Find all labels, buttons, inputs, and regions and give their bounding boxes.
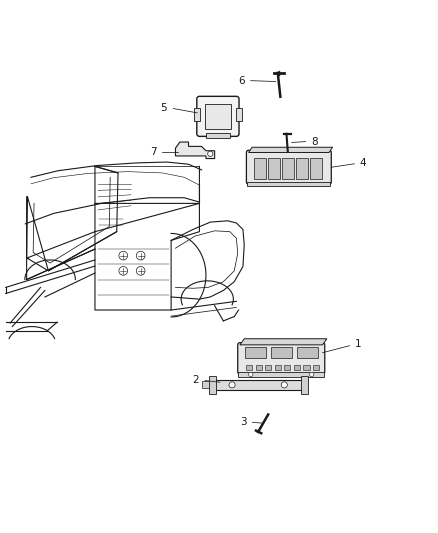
Text: 7: 7 [150, 148, 156, 157]
Circle shape [229, 382, 235, 388]
Bar [236, 108, 242, 120]
Text: 2: 2 [192, 375, 199, 385]
Circle shape [208, 151, 213, 156]
Bar [206, 133, 230, 138]
Polygon shape [176, 142, 215, 158]
Bar [246, 365, 252, 370]
Bar [296, 158, 308, 179]
Polygon shape [202, 382, 208, 389]
Bar [297, 348, 318, 358]
Circle shape [281, 382, 287, 388]
Bar [238, 372, 324, 377]
Circle shape [249, 372, 253, 377]
Bar [208, 376, 215, 393]
Text: 6: 6 [238, 76, 245, 86]
Bar [254, 158, 266, 179]
Polygon shape [240, 339, 327, 345]
Bar [275, 365, 281, 370]
Bar [194, 108, 200, 120]
Text: 4: 4 [360, 158, 366, 168]
Bar [294, 365, 300, 370]
Polygon shape [249, 147, 332, 152]
Bar [245, 348, 266, 358]
FancyBboxPatch shape [238, 343, 325, 374]
FancyBboxPatch shape [247, 150, 331, 184]
Text: 5: 5 [160, 103, 167, 112]
Text: 8: 8 [312, 136, 318, 147]
Bar [268, 158, 280, 179]
Bar [282, 158, 294, 179]
Bar [271, 348, 292, 358]
Bar [313, 365, 319, 370]
Bar [310, 158, 322, 179]
Text: 3: 3 [240, 417, 247, 427]
Bar [215, 379, 302, 390]
Circle shape [310, 372, 314, 377]
Bar [304, 365, 310, 370]
Bar [255, 365, 261, 370]
Bar [301, 376, 308, 393]
Bar [284, 365, 290, 370]
Bar [265, 365, 271, 370]
Bar [205, 104, 231, 128]
Bar [247, 182, 330, 187]
Text: 1: 1 [355, 339, 361, 349]
FancyBboxPatch shape [197, 96, 239, 136]
